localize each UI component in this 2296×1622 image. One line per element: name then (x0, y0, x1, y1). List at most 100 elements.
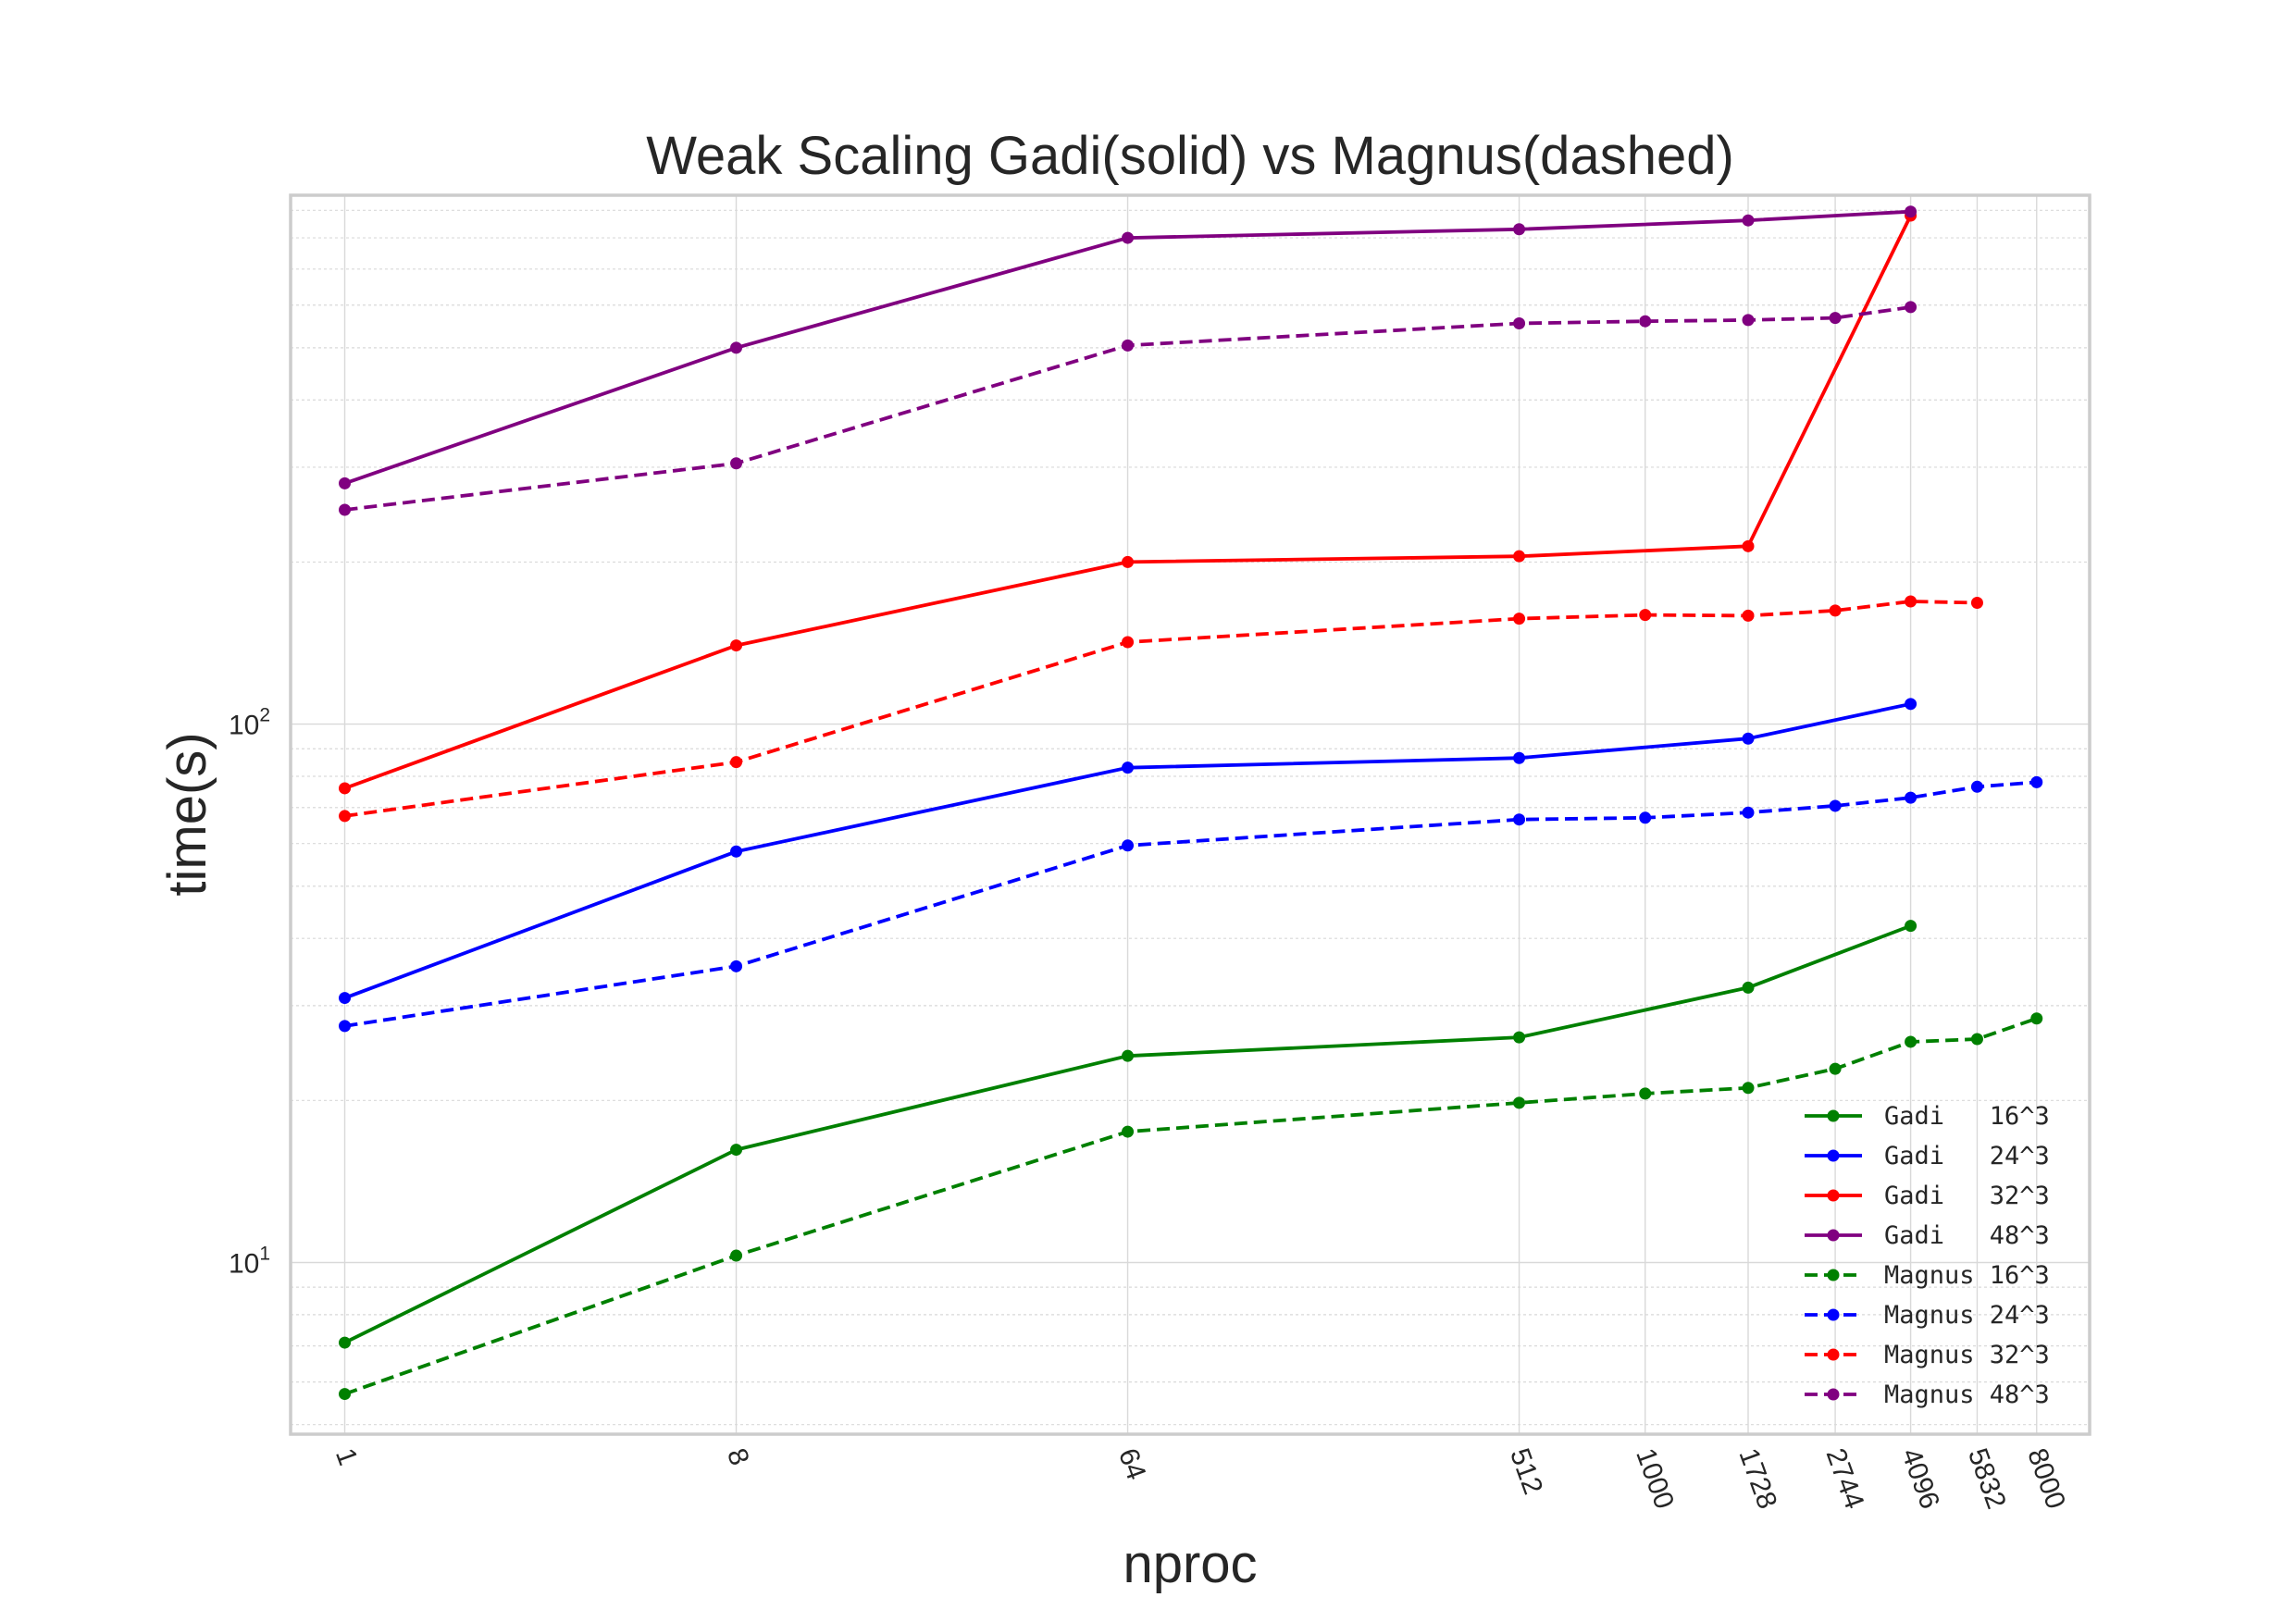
data-point-magnus-16-3-4096 (1905, 1035, 1917, 1048)
series-line-gadi-48-3 (343, 209, 1911, 486)
data-point-magnus-16-3-64 (1122, 1125, 1135, 1138)
data-point-magnus-32-3-5832 (1970, 596, 1983, 609)
legend-marker-gadi-32-3 (1827, 1189, 1840, 1202)
data-point-magnus-24-3-8 (730, 960, 743, 972)
legend-marker-magnus-24-3 (1827, 1308, 1840, 1321)
data-point-magnus-32-3-1000 (1639, 609, 1652, 622)
plot-frame (289, 193, 2091, 1436)
data-point-magnus-24-3-1728 (1742, 806, 1755, 819)
legend: Gadi 16^3 Gadi 24^3 Gadi 32^3 Gadi 48^3 Magn… (1805, 1102, 2050, 1409)
data-point-magnus-24-3-4096 (1905, 791, 1917, 804)
legend-entry-magnus-32-3: Magnus 32^3 (1805, 1341, 2050, 1369)
series-line-gadi-32-3 (343, 215, 1913, 790)
data-point-gadi-32-3-8 (730, 639, 743, 652)
legend-marker-magnus-32-3 (1827, 1348, 1840, 1361)
data-point-magnus-16-3-8 (730, 1249, 743, 1262)
legend-entry-gadi-48-3: Gadi 48^3 (1805, 1221, 2050, 1250)
legend-entry-gadi-32-3: Gadi 32^3 (1805, 1182, 2050, 1210)
data-point-magnus-48-3-8 (730, 457, 743, 470)
legend-entry-magnus-24-3: Magnus 24^3 (1805, 1301, 2050, 1330)
legend-marker-gadi-48-3 (1827, 1229, 1840, 1242)
series-magnus-24-3 (339, 775, 2043, 1033)
chart-title: Weak Scaling Gadi(solid) vs Magnus(dashe… (646, 126, 1734, 186)
data-point-gadi-24-3-8 (730, 845, 743, 858)
legend-marker-gadi-24-3 (1827, 1149, 1840, 1162)
data-point-magnus-24-3-5832 (1970, 780, 1983, 793)
data-point-magnus-32-3-1 (339, 810, 352, 823)
legend-marker-gadi-16-3 (1827, 1109, 1840, 1122)
legend-label-gadi-16-3: Gadi 16^3 (1884, 1102, 2050, 1131)
data-point-gadi-16-3-8 (730, 1144, 743, 1157)
legend-marker-magnus-48-3 (1827, 1388, 1840, 1401)
data-point-gadi-48-3-1728 (1742, 214, 1755, 227)
legend-label-magnus-48-3: Magnus 48^3 (1884, 1381, 2050, 1409)
data-point-gadi-48-3-4096 (1905, 205, 1917, 218)
y-tick-labels: 101 102 (229, 705, 270, 1280)
data-point-magnus-32-3-1728 (1742, 609, 1755, 622)
data-point-magnus-24-3-512 (1513, 813, 1526, 826)
data-point-gadi-48-3-8 (730, 341, 743, 354)
data-point-gadi-48-3-64 (1122, 231, 1135, 244)
y-tick-label-100: 102 (229, 705, 270, 741)
data-point-gadi-16-3-1728 (1742, 981, 1755, 994)
legend-entry-magnus-16-3: Magnus 16^3 (1805, 1261, 2050, 1290)
data-point-magnus-32-3-64 (1122, 636, 1135, 649)
data-point-gadi-48-3-1 (339, 477, 352, 489)
data-point-magnus-16-3-512 (1513, 1096, 1526, 1109)
data-point-magnus-32-3-512 (1513, 613, 1526, 625)
legend-entry-gadi-24-3: Gadi 24^3 (1805, 1142, 2050, 1170)
data-point-gadi-16-3-512 (1513, 1031, 1526, 1044)
legend-label-gadi-32-3: Gadi 32^3 (1884, 1182, 2050, 1210)
y-axis-label: time(s) (157, 732, 217, 896)
series-gadi-16-3 (339, 920, 1917, 1349)
data-point-magnus-32-3-4096 (1905, 595, 1917, 608)
data-point-gadi-24-3-64 (1122, 761, 1135, 774)
y-tick-label-10: 101 (229, 1244, 270, 1280)
data-point-gadi-24-3-1728 (1742, 732, 1755, 745)
data-point-gadi-24-3-512 (1513, 751, 1526, 764)
data-point-magnus-16-3-2744 (1829, 1062, 1842, 1075)
data-point-gadi-32-3-1728 (1742, 539, 1755, 552)
legend-label-magnus-16-3: Magnus 16^3 (1884, 1261, 2050, 1290)
data-point-magnus-16-3-1000 (1639, 1087, 1652, 1100)
x-axis-label: nproc (1123, 1534, 1257, 1594)
data-point-magnus-24-3-64 (1122, 839, 1135, 852)
plot-area-background (291, 195, 2090, 1434)
series-line-gadi-24-3 (343, 701, 1911, 1000)
legend-marker-magnus-16-3 (1827, 1269, 1840, 1282)
legend-label-gadi-24-3: Gadi 24^3 (1884, 1142, 2050, 1170)
data-point-magnus-48-3-1728 (1742, 314, 1755, 327)
data-point-gadi-32-3-512 (1513, 550, 1526, 563)
data-point-magnus-16-3-1728 (1742, 1082, 1755, 1095)
series-line-magnus-24-3 (344, 780, 2037, 1028)
data-point-gadi-32-3-64 (1122, 555, 1135, 568)
data-point-magnus-32-3-8 (730, 756, 743, 769)
series-line-magnus-48-3 (344, 305, 1911, 512)
data-point-magnus-16-3-1 (339, 1388, 352, 1401)
data-point-gadi-16-3-1 (339, 1336, 352, 1349)
data-point-magnus-48-3-1000 (1639, 315, 1652, 328)
series-line-gadi-16-3 (343, 923, 1912, 1344)
legend-label-magnus-24-3: Magnus 24^3 (1884, 1301, 2050, 1330)
data-point-magnus-48-3-2744 (1829, 312, 1842, 325)
data-point-magnus-24-3-8000 (2030, 775, 2043, 788)
data-point-magnus-16-3-8000 (2030, 1012, 2043, 1025)
data-point-magnus-32-3-2744 (1829, 604, 1842, 617)
data-point-magnus-24-3-1 (339, 1020, 352, 1033)
series-magnus-48-3 (339, 301, 1917, 516)
data-point-magnus-48-3-4096 (1905, 301, 1917, 314)
data-point-gadi-24-3-4096 (1905, 698, 1917, 711)
data-point-gadi-32-3-1 (339, 782, 352, 795)
legend-label-gadi-48-3: Gadi 48^3 (1884, 1221, 2050, 1250)
data-point-magnus-16-3-5832 (1970, 1033, 1983, 1046)
series-lines (339, 205, 2043, 1401)
series-gadi-24-3 (339, 698, 1917, 1005)
data-point-magnus-24-3-1000 (1639, 811, 1652, 824)
data-point-gadi-48-3-512 (1513, 223, 1526, 236)
series-gadi-48-3 (339, 205, 1917, 489)
data-point-gadi-24-3-1 (339, 992, 352, 1005)
data-point-magnus-48-3-1 (339, 503, 352, 516)
data-point-gadi-16-3-4096 (1905, 920, 1917, 933)
legend-entry-magnus-48-3: Magnus 48^3 (1805, 1381, 2050, 1409)
series-magnus-32-3 (339, 595, 1983, 823)
